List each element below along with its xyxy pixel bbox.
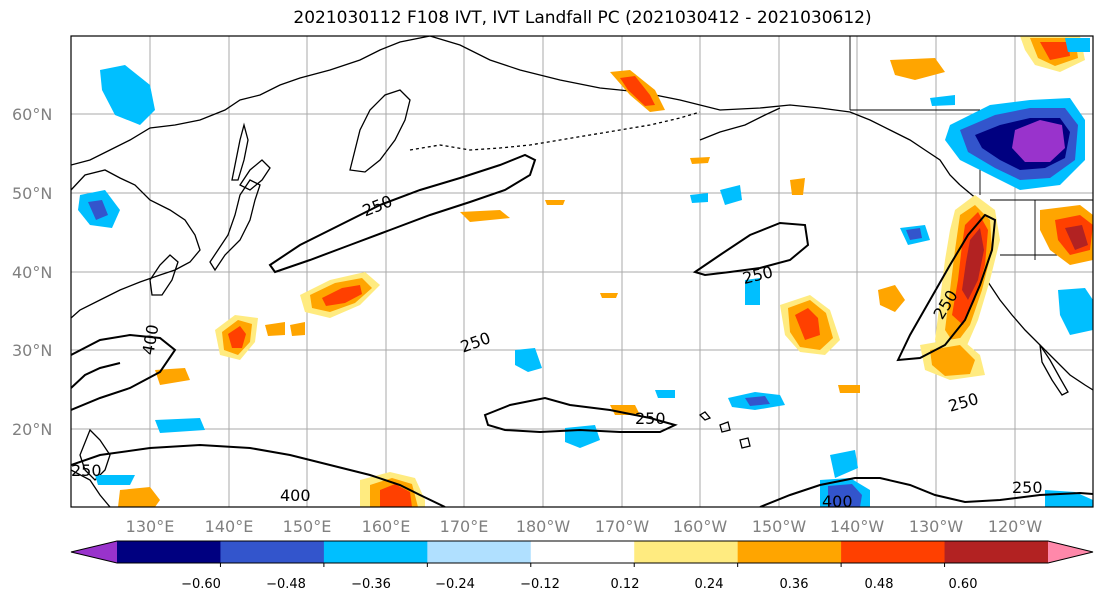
- colorbar-segment: [117, 541, 221, 563]
- lat-label: 20°N: [12, 420, 52, 439]
- longitude-labels: 130°E 140°E 150°E 160°E 170°E 180°W 170°…: [126, 517, 1043, 536]
- colorbar-tick-label: −0.36: [351, 577, 391, 592]
- map-frame: [70, 35, 1094, 508]
- lon-label: 140°E: [205, 517, 254, 536]
- map-title: 2021030112 F108 IVT, IVT Landfall PC (20…: [293, 8, 872, 28]
- colorbar-tick-label: −0.24: [435, 577, 475, 592]
- lon-label: 180°W: [516, 517, 571, 536]
- colorbar-segment: [634, 541, 739, 563]
- ivt-positive-shading: [118, 36, 1093, 507]
- colorbar-tick-labels: −0.60 −0.48 −0.36 −0.24 −0.12 0.12 0.24 …: [181, 577, 977, 592]
- ivt-negative-shading: [78, 38, 1093, 507]
- colorbar-extend-max: [1048, 541, 1093, 563]
- lon-label: 130°E: [126, 517, 175, 536]
- colorbar-tick-label: 0.48: [865, 577, 894, 592]
- coastlines: [71, 36, 1093, 507]
- lon-label: 130°W: [909, 517, 964, 536]
- gridlines: [71, 36, 1093, 507]
- colorbar-segment: [944, 541, 1049, 563]
- colorbar: [70, 540, 1094, 567]
- colorbar-segment: [530, 541, 635, 563]
- lon-label: 120°W: [988, 517, 1043, 536]
- ivt-contours: [71, 153, 1093, 507]
- lat-label: 60°N: [12, 105, 52, 124]
- lat-label: 30°N: [12, 341, 52, 360]
- colorbar-tick-label: 0.60: [949, 577, 978, 592]
- contour-label: 250: [71, 461, 102, 480]
- colorbar-tick-label: 0.24: [695, 577, 724, 592]
- colorbar-segment: [323, 541, 428, 563]
- colorbar-extend-min: [71, 541, 117, 563]
- colorbar-tick-label: −0.60: [181, 577, 221, 592]
- lon-label: 160°W: [673, 517, 728, 536]
- contour-label: 250: [1012, 478, 1043, 497]
- lon-label: 140°W: [830, 517, 885, 536]
- colorbar-tick-label: 0.12: [611, 577, 640, 592]
- lon-label: 150°E: [283, 517, 332, 536]
- colorbar-tick-label: −0.12: [520, 577, 560, 592]
- colorbar-outline: [70, 540, 1094, 564]
- contour-label: 250: [635, 409, 666, 428]
- contour-label: 400: [280, 486, 311, 505]
- lon-label: 170°E: [440, 517, 489, 536]
- colorbar-segment: [737, 541, 842, 563]
- lat-label: 40°N: [12, 263, 52, 282]
- colorbar-segment: [427, 541, 532, 563]
- colorbar-tick-label: −0.48: [266, 577, 306, 592]
- colorbar-tick-label: 0.36: [780, 577, 809, 592]
- colorbar-segment: [841, 541, 946, 563]
- lat-label: 50°N: [12, 184, 52, 203]
- contour-label: 400: [822, 492, 853, 511]
- lon-label: 170°W: [595, 517, 650, 536]
- colorbar-segment: [220, 541, 325, 563]
- lon-label: 150°W: [752, 517, 807, 536]
- latitude-labels: 60°N 50°N 40°N 30°N 20°N: [12, 105, 52, 439]
- lon-label: 160°E: [362, 517, 411, 536]
